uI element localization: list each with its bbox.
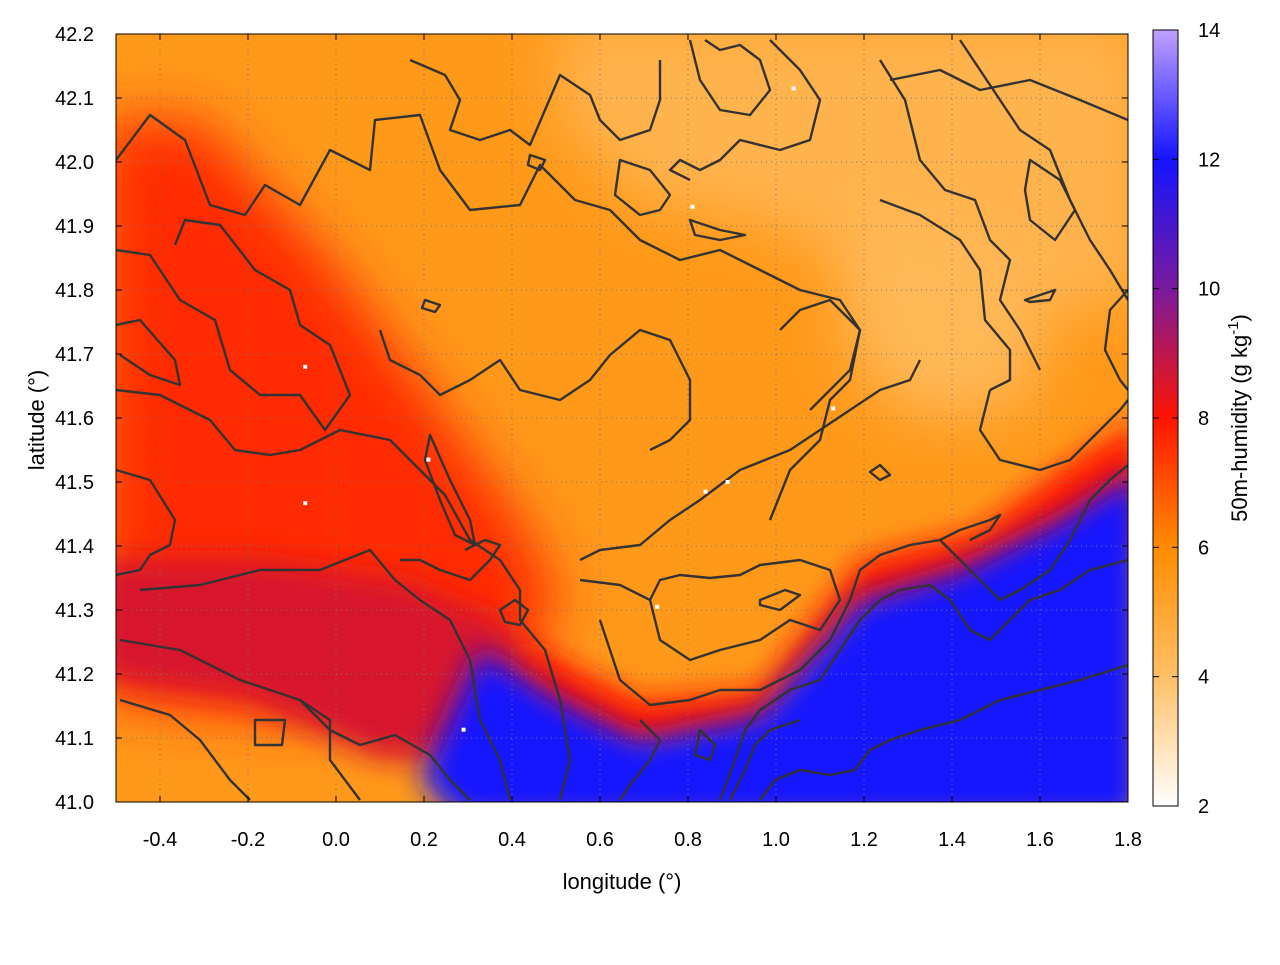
y-tick-label: 41.1 bbox=[55, 728, 94, 750]
colorbar: 2 4 6 8 10 12 14 50m-humidity (g kg-1) bbox=[1152, 20, 1252, 818]
station-marker bbox=[831, 406, 836, 411]
contour-line bbox=[613, 158, 672, 217]
contour-line bbox=[759, 663, 1128, 801]
contour-line bbox=[718, 558, 1128, 801]
contour-line bbox=[1103, 289, 1128, 391]
x-tick-label: 0.4 bbox=[498, 829, 526, 851]
station-marker bbox=[791, 86, 796, 91]
contour-lines bbox=[116, 39, 1128, 801]
y-tick-label: 41.5 bbox=[55, 472, 94, 494]
x-tick-label: 1.6 bbox=[1026, 829, 1054, 851]
station-marker bbox=[426, 457, 431, 462]
station-marker bbox=[303, 364, 308, 369]
colorbar-tick-label: 12 bbox=[1198, 149, 1220, 171]
contour-line bbox=[879, 198, 1012, 392]
contour-line bbox=[959, 39, 1128, 301]
y-tick-label: 41.3 bbox=[55, 600, 94, 622]
contour-line bbox=[579, 558, 842, 662]
contour-line bbox=[423, 433, 477, 547]
contour-line bbox=[299, 699, 471, 801]
colorbar-tick-label: 14 bbox=[1198, 20, 1220, 42]
colorbar-tick-label: 8 bbox=[1198, 408, 1209, 430]
colorbar-label: 50m-humidity (g kg-1) bbox=[1225, 314, 1252, 522]
contour-line bbox=[878, 59, 1042, 371]
contour-line bbox=[693, 728, 717, 762]
contour-line bbox=[978, 389, 1128, 472]
colorbar-tick-label: 4 bbox=[1198, 667, 1209, 689]
x-tick-label: 1.2 bbox=[850, 829, 878, 851]
x-tick-label: 0.2 bbox=[410, 829, 438, 851]
y-tick-label: 41.7 bbox=[55, 344, 94, 366]
contour-line bbox=[728, 718, 801, 801]
grid bbox=[116, 34, 1128, 802]
y-axis-label: latitude (°) bbox=[24, 370, 49, 471]
contour-line bbox=[758, 588, 802, 612]
x-tick-label: -0.2 bbox=[231, 829, 265, 851]
contour-line bbox=[116, 218, 352, 432]
contour-line bbox=[378, 328, 692, 452]
contour-line bbox=[1023, 158, 1077, 242]
station-markers bbox=[303, 86, 836, 732]
x-tick-label: 1.8 bbox=[1114, 829, 1142, 851]
y-tick-label: 41.6 bbox=[55, 408, 94, 430]
contour-line bbox=[253, 718, 287, 747]
y-tick-label: 41.0 bbox=[55, 792, 94, 814]
field-region-center bbox=[840, 200, 1050, 420]
colorbar-ticks: 2 4 6 8 10 12 14 bbox=[1153, 20, 1220, 818]
y-tick-label: 41.8 bbox=[55, 280, 94, 302]
station-marker bbox=[655, 604, 660, 609]
y-axis: 41.0 41.1 41.2 41.3 41.4 41.5 41.6 41.7 41.8 41.9… bbox=[55, 24, 1128, 814]
x-tick-label: -0.4 bbox=[143, 829, 177, 851]
contour-line bbox=[116, 318, 182, 387]
contour-line bbox=[939, 513, 1002, 542]
colorbar-tick-label: 2 bbox=[1198, 796, 1209, 818]
colorbar-tick-label: 6 bbox=[1198, 537, 1209, 559]
contour-line bbox=[498, 598, 530, 627]
y-tick-label: 42.1 bbox=[55, 88, 94, 110]
contour-line bbox=[598, 464, 1128, 707]
contour-line bbox=[420, 298, 442, 314]
contour-line bbox=[668, 39, 822, 182]
x-tick-label: 0.6 bbox=[586, 829, 614, 851]
x-tick-label: 0.0 bbox=[322, 829, 350, 851]
contour-line bbox=[400, 538, 502, 582]
x-tick-label: 0.8 bbox=[674, 829, 702, 851]
contour-line bbox=[116, 468, 177, 577]
station-marker bbox=[703, 489, 708, 494]
y-tick-label: 41.9 bbox=[55, 216, 94, 238]
y-tick-label: 42.0 bbox=[55, 152, 94, 174]
contour-line bbox=[409, 58, 662, 147]
plot-area bbox=[116, 34, 1128, 802]
contour-line bbox=[119, 698, 251, 801]
y-tick-label: 41.2 bbox=[55, 664, 94, 686]
field-region-sea-south bbox=[420, 477, 1128, 802]
contour-line bbox=[688, 39, 772, 117]
station-marker bbox=[690, 204, 695, 209]
x-tick-label: 1.0 bbox=[762, 829, 790, 851]
contour-line bbox=[619, 719, 662, 801]
x-axis: -0.4 -0.2 0.0 0.2 0.4 0.6 0.8 1.0 1.2 1.4 1.6 1.8 bbox=[143, 34, 1142, 851]
y-tick-label: 41.4 bbox=[55, 536, 94, 558]
x-axis-label: longitude (°) bbox=[563, 869, 682, 894]
contour-line bbox=[889, 68, 1128, 122]
x-tick-label: 1.4 bbox=[938, 829, 966, 851]
station-marker bbox=[461, 727, 466, 732]
contour-line bbox=[139, 548, 512, 801]
station-marker bbox=[303, 501, 308, 506]
colorbar-tick-label: 10 bbox=[1198, 279, 1220, 301]
contour-line bbox=[688, 218, 747, 242]
contour-line bbox=[779, 298, 862, 411]
contour-line bbox=[579, 359, 922, 562]
contour-line bbox=[526, 153, 547, 172]
contour-line bbox=[868, 463, 892, 482]
contour-line bbox=[1023, 288, 1057, 304]
y-tick-label: 42.2 bbox=[55, 24, 94, 46]
station-marker bbox=[725, 480, 730, 484]
